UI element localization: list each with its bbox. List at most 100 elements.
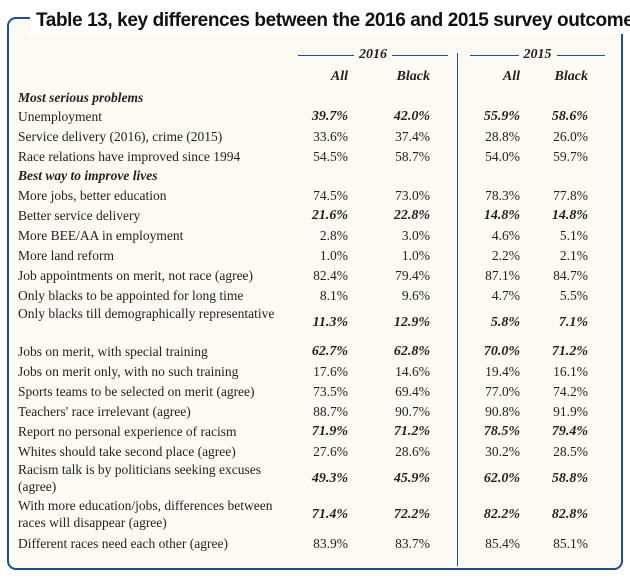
value-cell: 11.3% [312, 315, 348, 330]
row-label: Whites should take second place (agree) [18, 444, 236, 459]
row-label: Job appointments on merit, not race (agr… [18, 268, 254, 283]
table-row: Better service delivery 21.6% 22.8% 14.8% 14… [0, 207, 630, 224]
table-row: Only blacks till demographically represe… [0, 305, 630, 339]
header-rule [556, 54, 605, 56]
row-label: Race relations have improved since 1994 [18, 149, 241, 164]
column-header-2016-all: All [330, 69, 348, 84]
value-cell: 54.5% [313, 149, 348, 164]
value-cell: 78.5% [483, 424, 520, 439]
value-cell: 39.7% [311, 109, 348, 124]
value-cell: 30.2% [485, 444, 520, 459]
value-cell: 71.2% [551, 344, 588, 359]
value-cell: 58.6% [551, 109, 588, 124]
value-cell: 27.6% [313, 444, 348, 459]
value-cell: 77.8% [553, 188, 588, 203]
table-row: Race relations have improved since 1994 5… [0, 148, 630, 165]
value-cell: 1.0% [401, 248, 430, 263]
value-cell: 62.7% [311, 344, 348, 359]
value-cell: 78.3% [485, 188, 520, 203]
table-row: More jobs, better education 74.5% 73.0% 78.… [0, 187, 630, 204]
column-header-2015-black: Black [554, 69, 588, 84]
value-cell: 71.2% [393, 424, 430, 439]
value-cell: 74.2% [553, 384, 588, 399]
value-cell: 4.7% [491, 288, 520, 303]
value-cell: 82.4% [313, 268, 348, 283]
row-label: Racism talk is by politicians seeking ex… [18, 462, 261, 494]
value-cell: 28.5% [553, 444, 588, 459]
value-cell: 83.9% [313, 536, 348, 551]
table-row: Service delivery (2016), crime (2015) 33.… [0, 128, 630, 145]
value-cell: 55.9% [483, 109, 520, 124]
table-frame [7, 17, 623, 570]
header-rule [392, 54, 448, 56]
table-row: Different races need each other (agree) 8… [0, 535, 630, 552]
table-row: Only blacks to be appointed for long tim… [0, 287, 630, 304]
value-cell: 1.0% [319, 248, 348, 263]
table-row: Unemployment 39.7% 42.0% 55.9% 58.6% [0, 108, 630, 125]
row-label: More jobs, better education [18, 188, 167, 203]
value-cell: 4.6% [491, 228, 520, 243]
value-cell: 9.6% [401, 288, 430, 303]
value-cell: 5.8% [490, 315, 520, 330]
value-cell: 7.1% [558, 315, 588, 330]
table-row: With more education/jobs, differences be… [0, 497, 630, 531]
table-row: Report no personal experience of racism 7… [0, 423, 630, 440]
value-cell: 69.4% [395, 384, 430, 399]
row-label: More BEE/AA in employment [18, 228, 184, 243]
row-label: Sports teams to be selected on merit (ag… [18, 384, 255, 399]
value-cell: 54.0% [485, 149, 520, 164]
value-cell: 28.8% [485, 129, 520, 144]
value-cell: 90.8% [485, 404, 520, 419]
value-cell: 90.7% [395, 404, 430, 419]
table-row: Sports teams to be selected on merit (ag… [0, 383, 630, 400]
value-cell: 26.0% [553, 129, 588, 144]
value-cell: 83.7% [395, 536, 430, 551]
year-header-2015: 2015 [470, 47, 605, 63]
row-label: Service delivery (2016), crime (2015) [18, 129, 223, 144]
value-cell: 49.3% [311, 471, 348, 486]
value-cell: 85.1% [553, 536, 588, 551]
year-label-2015: 2015 [523, 47, 552, 62]
value-cell: 12.9% [393, 315, 430, 330]
table-row: Racism talk is by politicians seeking ex… [0, 461, 630, 495]
value-cell: 73.0% [395, 188, 430, 203]
value-cell: 77.0% [485, 384, 520, 399]
value-cell: 5.1% [559, 228, 588, 243]
value-cell: 14.8% [483, 208, 520, 223]
row-label: More land reform [18, 248, 114, 263]
year-divider [457, 53, 458, 566]
column-header-2015-all: All [502, 69, 520, 84]
value-cell: 62.8% [393, 344, 430, 359]
value-cell: 21.6% [311, 208, 348, 223]
table-row: Teachers' race irrelevant (agree) 88.7% 90… [0, 403, 630, 420]
header-rule [298, 54, 354, 56]
row-label: Teachers' race irrelevant (agree) [18, 404, 191, 419]
row-label: Only blacks to be appointed for long tim… [18, 288, 244, 303]
row-label: With more education/jobs, differences be… [18, 498, 273, 530]
table-row: Job appointments on merit, not race (agr… [0, 267, 630, 284]
value-cell: 33.6% [313, 129, 348, 144]
value-cell: 71.4% [311, 507, 348, 522]
value-cell: 71.9% [311, 424, 348, 439]
value-cell: 58.8% [551, 471, 588, 486]
value-cell: 79.4% [551, 424, 588, 439]
row-label: Better service delivery [18, 208, 141, 223]
value-cell: 87.1% [485, 268, 520, 283]
table-row: Jobs on merit only, with no such trainin… [0, 363, 630, 380]
table-title: Table 13, key differences between the 20… [30, 8, 630, 34]
value-cell: 2.8% [319, 228, 348, 243]
value-cell: 85.4% [485, 536, 520, 551]
value-cell: 2.2% [491, 248, 520, 263]
value-cell: 79.4% [395, 268, 430, 283]
value-cell: 82.2% [483, 507, 520, 522]
section-heading: Most serious problems [18, 90, 144, 105]
value-cell: 91.9% [553, 404, 588, 419]
value-cell: 19.4% [485, 364, 520, 379]
value-cell: 84.7% [553, 268, 588, 283]
value-cell: 14.8% [551, 208, 588, 223]
row-label: Jobs on merit only, with no such trainin… [18, 364, 239, 379]
value-cell: 62.0% [483, 471, 520, 486]
value-cell: 3.0% [401, 228, 430, 243]
value-cell: 5.5% [559, 288, 588, 303]
year-label-2016: 2016 [359, 47, 387, 62]
